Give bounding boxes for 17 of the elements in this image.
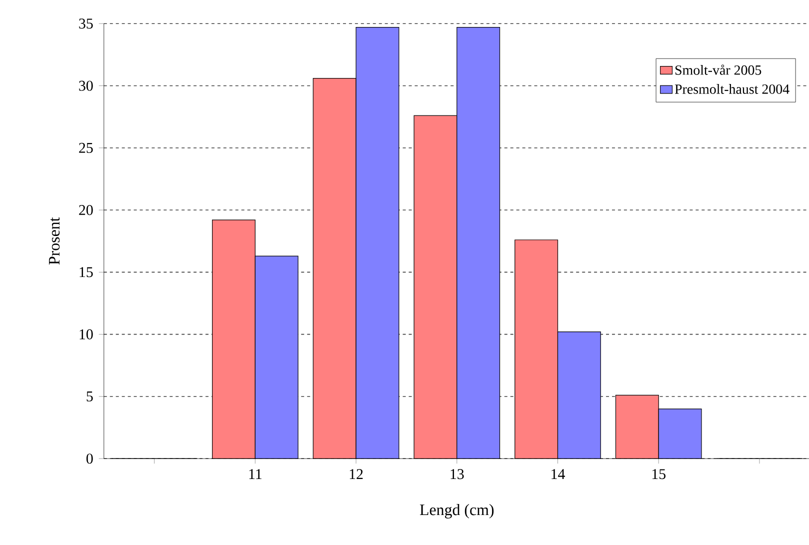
y-tick-label: 0 (86, 454, 93, 464)
x-tick-label: 13 (450, 469, 464, 480)
y-tick-label: 25 (79, 142, 93, 153)
x-tick-label: 14 (552, 469, 565, 479)
y-tick-label: 10 (80, 329, 93, 340)
x-tick-label: 15 (652, 469, 666, 480)
x-tick-label: 12 (350, 469, 363, 480)
x-tick-label: 11 (249, 469, 262, 479)
y-tick-label: 30 (79, 80, 93, 91)
x-axis-title: Lengd (cm) (420, 504, 494, 518)
legend-label: Smolt-vår 2005 (675, 64, 762, 75)
y-axis-title: Prosent (49, 217, 60, 265)
y-tick-label: 15 (80, 267, 93, 278)
legend-label: Presmolt-haust 2004 (674, 84, 790, 94)
y-tick-label: 35 (79, 18, 93, 29)
y-tick-label: 5 (86, 392, 93, 402)
y-tick-label: 20 (79, 204, 93, 216)
